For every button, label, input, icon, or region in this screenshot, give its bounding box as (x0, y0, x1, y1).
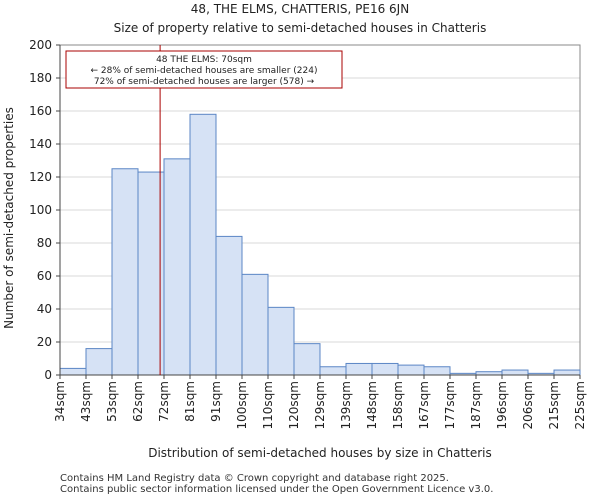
y-tick-label: 0 (44, 368, 52, 382)
annotation-line-1: 48 THE ELMS: 70sqm (156, 55, 252, 65)
y-tick-label: 100 (29, 203, 52, 217)
x-tick-label: 53sqm (105, 381, 119, 422)
x-tick-label: 215sqm (547, 381, 561, 429)
x-tick-label: 129sqm (313, 381, 327, 429)
y-axis-label: Number of semi-detached properties (2, 107, 16, 329)
histogram-bar (163, 158, 191, 376)
x-axis-label: Distribution of semi-detached houses by … (148, 446, 492, 460)
footer-line-1: Contains HM Land Registry data © Crown c… (60, 473, 449, 484)
x-tick-label: 139sqm (339, 381, 353, 429)
histogram-bar (319, 366, 347, 376)
x-tick-label: 187sqm (469, 381, 483, 429)
x-tick-label: 206sqm (521, 381, 535, 429)
histogram-bar (371, 362, 399, 376)
histogram-bar (293, 343, 321, 376)
histogram-bar (423, 366, 451, 376)
y-tick-label: 60 (37, 269, 52, 283)
x-tick-label: 72sqm (157, 381, 171, 422)
annotation-line-3: 72% of semi-detached houses are larger (… (94, 77, 315, 87)
annotation-line-2: ← 28% of semi-detached houses are smalle… (91, 66, 318, 76)
histogram-bar (397, 364, 425, 376)
x-tick-label: 158sqm (391, 381, 405, 429)
x-tick-label: 110sqm (261, 381, 275, 429)
y-tick-label: 40 (37, 302, 52, 316)
histogram-bar (111, 168, 139, 376)
histogram-bar (345, 362, 373, 376)
x-tick-label: 81sqm (183, 381, 197, 422)
x-tick-label: 177sqm (443, 381, 457, 429)
y-tick-label: 160 (29, 104, 52, 118)
x-tick-label: 34sqm (53, 381, 67, 422)
x-tick-label: 100sqm (235, 381, 249, 429)
histogram-bar (267, 306, 295, 376)
x-tick-label: 196sqm (495, 381, 509, 429)
chart-title: 48, THE ELMS, CHATTERIS, PE16 6JN (191, 2, 409, 16)
x-tick-label: 91sqm (209, 381, 223, 422)
histogram-bar (553, 369, 581, 376)
x-tick-label: 120sqm (287, 381, 301, 429)
histogram-bar (59, 367, 87, 376)
footer-line-2: Contains public sector information licen… (60, 484, 493, 495)
y-tick-label: 140 (29, 137, 52, 151)
chart-subtitle: Size of property relative to semi-detach… (114, 21, 487, 35)
x-tick-label: 148sqm (365, 381, 379, 429)
y-tick-label: 120 (29, 170, 52, 184)
histogram-bar (501, 369, 529, 376)
y-tick-label: 200 (29, 38, 52, 52)
annotation-box (65, 50, 343, 89)
y-tick-label: 180 (29, 71, 52, 85)
histogram-bar (215, 235, 243, 376)
histogram-bar (85, 348, 113, 376)
y-tick-label: 80 (37, 236, 52, 250)
y-tick-label: 20 (37, 335, 52, 349)
histogram-bar (189, 113, 217, 376)
x-tick-label: 225sqm (573, 381, 587, 429)
x-tick-label: 62sqm (131, 381, 145, 422)
x-tick-label: 43sqm (79, 381, 93, 422)
histogram-bar (241, 273, 269, 376)
x-tick-label: 167sqm (417, 381, 431, 429)
